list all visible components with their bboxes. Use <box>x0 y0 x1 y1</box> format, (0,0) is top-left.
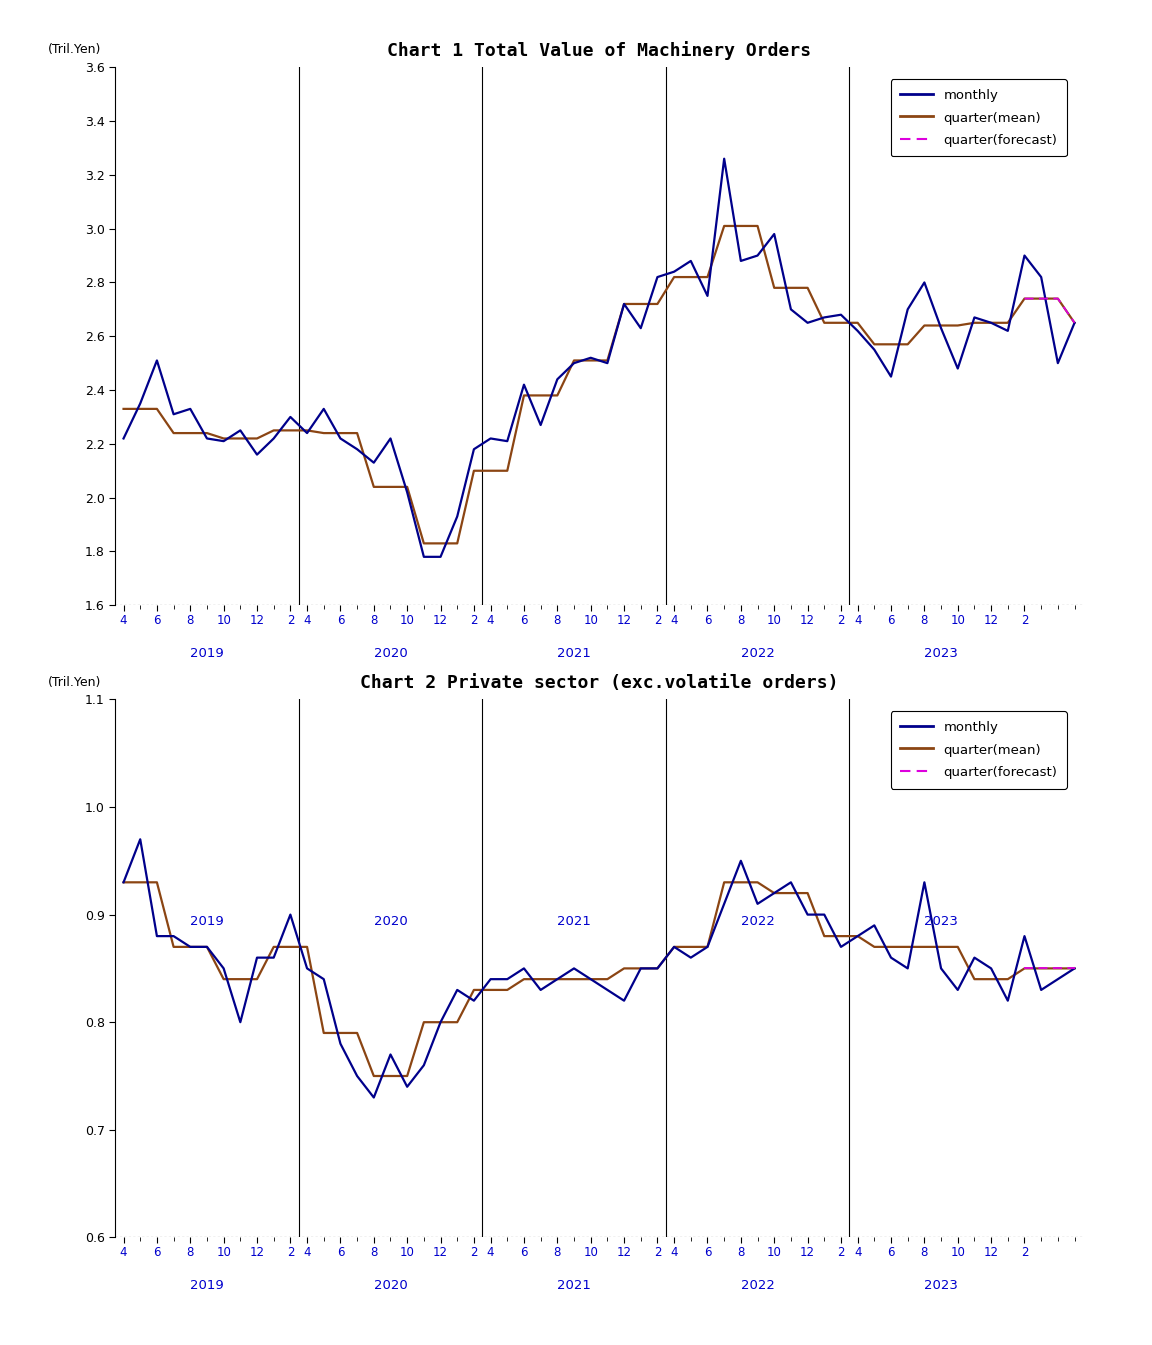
Title: Chart 2 Private sector (exc.volatile orders): Chart 2 Private sector (exc.volatile ord… <box>359 674 839 693</box>
Text: 2022: 2022 <box>741 1279 774 1293</box>
Text: 2023: 2023 <box>924 647 958 660</box>
Text: 2019: 2019 <box>190 647 223 660</box>
Text: 2022: 2022 <box>741 647 774 660</box>
Title: Chart 1 Total Value of Machinery Orders: Chart 1 Total Value of Machinery Orders <box>387 42 811 61</box>
Text: 2019: 2019 <box>190 915 223 928</box>
Legend: monthly, quarter(mean), quarter(forecast): monthly, quarter(mean), quarter(forecast… <box>890 712 1067 788</box>
Text: 2019: 2019 <box>190 1279 223 1293</box>
Text: 2020: 2020 <box>373 1279 408 1293</box>
Text: 2023: 2023 <box>924 915 958 928</box>
Text: 2020: 2020 <box>373 915 408 928</box>
Text: (Tril.Yen): (Tril.Yen) <box>47 43 101 56</box>
Text: 2023: 2023 <box>924 1279 958 1293</box>
Text: 2021: 2021 <box>558 915 591 928</box>
Text: 2021: 2021 <box>558 1279 591 1293</box>
Text: 2020: 2020 <box>373 647 408 660</box>
Text: 2021: 2021 <box>558 647 591 660</box>
Legend: monthly, quarter(mean), quarter(forecast): monthly, quarter(mean), quarter(forecast… <box>890 79 1067 156</box>
Text: 2022: 2022 <box>741 915 774 928</box>
Text: (Tril.Yen): (Tril.Yen) <box>47 675 101 689</box>
